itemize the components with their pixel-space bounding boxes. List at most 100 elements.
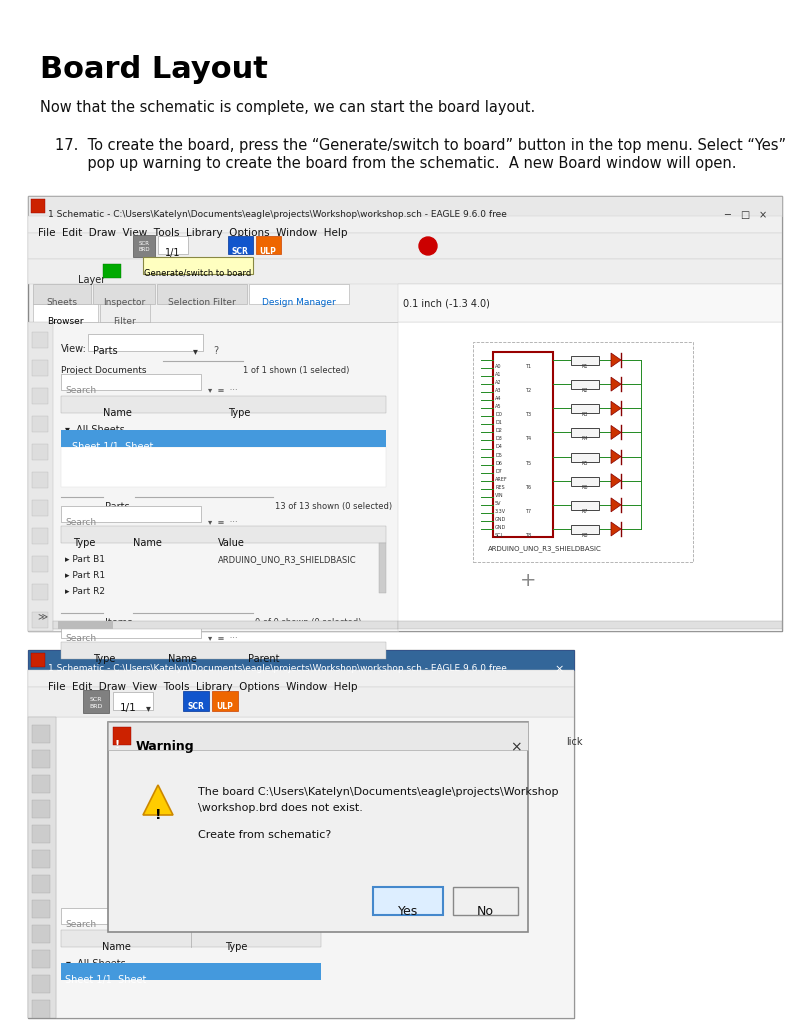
- Text: D3: D3: [495, 436, 501, 441]
- Bar: [61, 642, 386, 659]
- Text: D7: D7: [495, 469, 501, 474]
- Bar: [493, 352, 553, 537]
- Bar: [61, 930, 321, 947]
- Text: ×: ×: [554, 664, 564, 674]
- Bar: [32, 584, 48, 600]
- Bar: [61, 506, 201, 522]
- Text: ULP: ULP: [217, 702, 233, 711]
- Text: Type: Type: [93, 654, 115, 664]
- Text: File  Edit  Draw  View  Tools  Library  Options  Window  Help: File Edit Draw View Tools Library Option…: [38, 228, 347, 238]
- Text: Warning: Warning: [136, 740, 195, 753]
- Bar: [108, 722, 528, 750]
- Text: GND: GND: [495, 525, 506, 530]
- Text: 3.3V: 3.3V: [495, 509, 506, 514]
- Bar: [133, 234, 155, 257]
- Bar: [32, 332, 48, 348]
- Text: GND: GND: [495, 517, 506, 522]
- Text: Search: Search: [65, 920, 97, 929]
- Bar: [212, 691, 238, 711]
- Bar: [32, 900, 50, 918]
- Bar: [32, 444, 48, 460]
- Bar: [28, 259, 782, 284]
- Text: 17.  To create the board, press the “Generate/switch to board” button in the top: 17. To create the board, press the “Gene…: [55, 138, 791, 153]
- Bar: [31, 199, 45, 213]
- Polygon shape: [611, 401, 621, 416]
- Bar: [158, 236, 188, 254]
- Bar: [93, 284, 155, 304]
- Bar: [61, 526, 386, 543]
- Text: A0: A0: [495, 364, 501, 369]
- Text: BRD: BRD: [89, 705, 103, 709]
- Circle shape: [419, 237, 437, 255]
- Bar: [398, 284, 782, 322]
- Polygon shape: [611, 377, 621, 391]
- Text: ▸ Part B1: ▸ Part B1: [65, 555, 105, 564]
- Text: ▾  All Sheets: ▾ All Sheets: [66, 959, 126, 969]
- Text: ▾  ≡  ···: ▾ ≡ ···: [228, 920, 258, 929]
- Text: D6: D6: [495, 461, 501, 466]
- Bar: [157, 284, 247, 304]
- Text: R4: R4: [581, 436, 589, 441]
- Bar: [31, 653, 45, 667]
- Text: ×: ×: [759, 210, 767, 220]
- Text: SCL: SCL: [495, 534, 504, 538]
- Text: Name: Name: [133, 538, 162, 548]
- Text: 0.1 inch (-1.3 4.0): 0.1 inch (-1.3 4.0): [403, 298, 490, 308]
- Text: Type: Type: [228, 408, 251, 418]
- Text: No: No: [476, 905, 494, 918]
- Text: Design Manager: Design Manager: [262, 298, 336, 307]
- Bar: [32, 750, 50, 768]
- Text: 5V: 5V: [495, 501, 501, 506]
- Text: BRD: BRD: [138, 247, 149, 252]
- Bar: [32, 925, 50, 943]
- Text: The board C:\Users\Katelyn\Documents\eagle\projects\Workshop: The board C:\Users\Katelyn\Documents\eag…: [198, 787, 558, 797]
- Bar: [88, 334, 203, 351]
- Text: ▾  ≡  ···: ▾ ≡ ···: [208, 386, 237, 395]
- Text: Create from schematic?: Create from schematic?: [198, 830, 331, 840]
- Text: Browser: Browser: [47, 317, 83, 326]
- Text: ▾  ≡  ···: ▾ ≡ ···: [208, 634, 237, 643]
- Bar: [32, 388, 48, 404]
- Text: T4: T4: [525, 436, 531, 441]
- Bar: [32, 975, 50, 993]
- Text: File  Edit  Draw  View  Tools  Library  Options  Window  Help: File Edit Draw View Tools Library Option…: [48, 682, 358, 692]
- Bar: [28, 670, 574, 687]
- Bar: [571, 501, 599, 510]
- Bar: [256, 236, 281, 254]
- Bar: [113, 692, 153, 710]
- Text: Sheets: Sheets: [47, 298, 78, 307]
- Bar: [571, 380, 599, 389]
- Bar: [28, 196, 782, 216]
- Text: View:: View:: [61, 344, 87, 354]
- Text: 1/1: 1/1: [165, 248, 181, 258]
- Text: ▾: ▾: [193, 346, 198, 356]
- Bar: [32, 825, 50, 843]
- Polygon shape: [611, 425, 621, 439]
- Text: !: !: [155, 808, 161, 822]
- Text: Generate/switch to board: Generate/switch to board: [145, 269, 252, 278]
- Bar: [28, 233, 782, 259]
- Text: 1/1: 1/1: [119, 703, 136, 713]
- Bar: [32, 800, 50, 818]
- Bar: [61, 908, 221, 924]
- Text: Search: Search: [65, 634, 97, 643]
- Text: ▾  ≡  ···: ▾ ≡ ···: [208, 518, 237, 527]
- Bar: [61, 430, 386, 447]
- Bar: [571, 404, 599, 414]
- Bar: [103, 264, 121, 278]
- Text: T5: T5: [525, 461, 531, 466]
- Bar: [28, 216, 782, 233]
- Text: ▾  All Sheets: ▾ All Sheets: [65, 425, 125, 435]
- Bar: [32, 556, 48, 572]
- Text: D0: D0: [495, 413, 501, 418]
- Bar: [100, 304, 150, 322]
- Text: Now that the schematic is complete, we can start the board layout.: Now that the schematic is complete, we c…: [40, 100, 536, 115]
- Text: 13 of 13 shown (0 selected): 13 of 13 shown (0 selected): [275, 502, 392, 511]
- Bar: [58, 621, 113, 629]
- Bar: [32, 950, 50, 968]
- Text: ▾: ▾: [146, 703, 150, 713]
- Bar: [83, 690, 109, 713]
- Bar: [32, 612, 48, 628]
- Text: RES: RES: [495, 484, 505, 489]
- Bar: [571, 453, 599, 462]
